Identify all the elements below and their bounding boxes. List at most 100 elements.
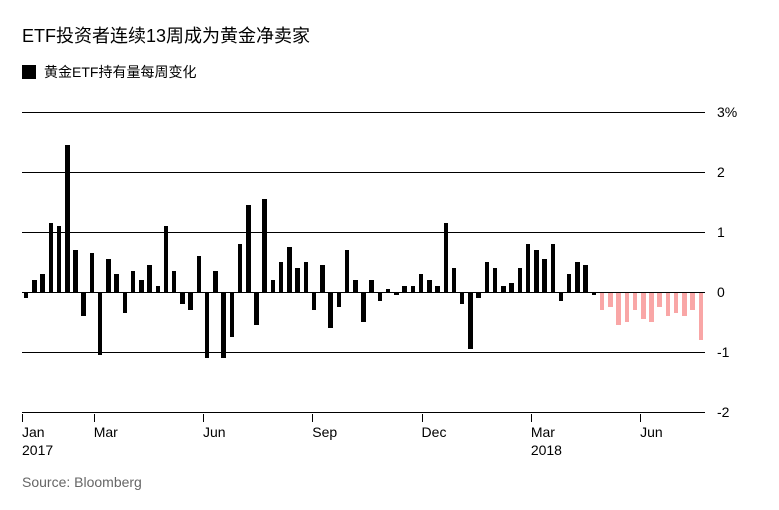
legend-swatch <box>22 65 36 79</box>
y-tick-label: 0 <box>717 284 725 300</box>
gridline <box>22 112 705 113</box>
bar <box>40 274 45 292</box>
bar <box>279 262 284 292</box>
bar <box>583 265 588 292</box>
bar <box>616 292 621 325</box>
bar <box>287 247 292 292</box>
bar <box>534 250 539 292</box>
bar <box>188 292 193 310</box>
bar <box>238 244 243 292</box>
bar <box>361 292 366 322</box>
zero-line <box>22 292 705 293</box>
source-attribution: Source: Bloomberg <box>22 474 142 490</box>
bar <box>65 145 70 292</box>
x-tick-label: Mar <box>531 424 555 440</box>
x-tick <box>94 414 95 422</box>
y-tick-label: -2 <box>717 404 729 420</box>
bar <box>147 265 152 292</box>
bar <box>271 280 276 292</box>
bar <box>295 268 300 292</box>
gridline <box>22 232 705 233</box>
x-tick-label: Jun <box>203 424 226 440</box>
bar <box>542 259 547 292</box>
bar <box>559 292 564 301</box>
bar <box>633 292 638 310</box>
bar <box>674 292 679 313</box>
bar <box>262 199 267 292</box>
bar <box>106 259 111 292</box>
bar <box>666 292 671 316</box>
x-tick-year: 2018 <box>531 442 562 458</box>
bars-container <box>22 112 705 412</box>
bar <box>32 280 37 292</box>
bar <box>164 226 169 292</box>
y-tick-label: 3% <box>717 104 737 120</box>
y-tick-label: 2 <box>717 164 725 180</box>
bar <box>123 292 128 313</box>
bar <box>49 223 54 292</box>
bar <box>526 244 531 292</box>
x-tick <box>312 414 313 422</box>
bar <box>353 280 358 292</box>
bar <box>197 256 202 292</box>
y-axis-labels: -2-10123% <box>711 112 751 412</box>
bar <box>509 283 514 292</box>
x-tick <box>531 414 532 422</box>
chart-title: ETF投资者连续13周成为黄金净卖家 <box>22 22 751 48</box>
bar <box>131 271 136 292</box>
bar <box>493 268 498 292</box>
bar <box>246 205 251 292</box>
bar <box>575 262 580 292</box>
bar <box>230 292 235 337</box>
x-tick-label: Jun <box>640 424 663 440</box>
bar <box>551 244 556 292</box>
bar <box>139 280 144 292</box>
x-tick <box>640 414 641 422</box>
plot-area <box>22 112 705 412</box>
x-tick <box>22 414 23 422</box>
bar <box>649 292 654 322</box>
bar <box>213 271 218 292</box>
x-axis-ticks <box>22 414 705 422</box>
chart-area: -2-10123% <box>22 112 751 412</box>
gridline <box>22 412 705 413</box>
x-tick-year: 2017 <box>22 442 53 458</box>
bar <box>485 262 490 292</box>
bar <box>114 274 119 292</box>
bar <box>98 292 103 355</box>
bar <box>320 265 325 292</box>
bar <box>699 292 704 340</box>
x-axis-labels: Jan2017MarJunSepDecMar2018Jun <box>22 424 705 464</box>
y-tick-label: -1 <box>717 344 729 360</box>
bar <box>337 292 342 307</box>
bar <box>468 292 473 349</box>
x-tick-label: Jan <box>22 424 45 440</box>
x-tick-label: Dec <box>422 424 447 440</box>
bar <box>90 253 95 292</box>
x-tick <box>203 414 204 422</box>
bar <box>518 268 523 292</box>
bar <box>205 292 210 358</box>
gridline <box>22 172 705 173</box>
y-tick-label: 1 <box>717 224 725 240</box>
bar <box>657 292 662 307</box>
bar <box>73 250 78 292</box>
bar <box>312 292 317 310</box>
bar <box>600 292 605 310</box>
bar <box>625 292 630 322</box>
bar <box>682 292 687 316</box>
bar <box>221 292 226 358</box>
bar <box>419 274 424 292</box>
bar <box>304 262 309 292</box>
bar <box>57 226 62 292</box>
bar <box>172 271 177 292</box>
bar <box>81 292 86 316</box>
bar <box>180 292 185 304</box>
bar <box>378 292 383 301</box>
bar <box>452 268 457 292</box>
bar <box>608 292 613 307</box>
bar <box>567 274 572 292</box>
bar <box>427 280 432 292</box>
x-tick <box>422 414 423 422</box>
bar <box>641 292 646 319</box>
